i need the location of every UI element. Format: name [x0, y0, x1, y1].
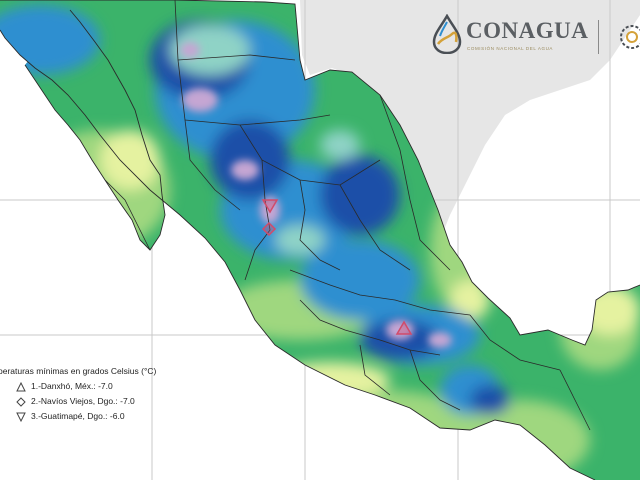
- marker-guatimape: [261, 199, 279, 214]
- state-border: [559, 369, 591, 431]
- state-border: [359, 344, 391, 396]
- united-states-land: [300, 0, 640, 240]
- legend-title: peraturas mínimas en grados Celsius (°C): [0, 366, 157, 376]
- water-drop-icon: [432, 14, 462, 54]
- brand-name: CONAGUA: [466, 18, 589, 43]
- legend-label: 2.-Navíos Viejos, Dgo.: -7.0: [31, 396, 135, 406]
- state-borders: [104, 0, 591, 431]
- state-border: [379, 94, 451, 271]
- very-cold-zone: [180, 42, 200, 58]
- state-border: [184, 114, 331, 126]
- state-border: [177, 54, 296, 61]
- marker-navios-viejos: [261, 221, 277, 237]
- logo-divider: [598, 20, 599, 54]
- state-border: [174, 0, 241, 211]
- legend-item-2: 2.-Navíos Viejos, Dgo.: -7.0: [0, 394, 156, 409]
- very-cold-zone: [182, 88, 218, 112]
- cold-zone: [320, 155, 400, 235]
- very-cold-zone: [231, 160, 259, 180]
- legend-item-1: 1.-Danxhó, Méx.: -7.0: [0, 379, 156, 394]
- state-border: [339, 184, 411, 271]
- conagua-logo: CONAGUA COMISIÓN NACIONAL DEL AGUA: [430, 14, 640, 64]
- legend-label: 1.-Danxhó, Méx.: -7.0: [31, 381, 113, 391]
- state-border: [299, 179, 341, 271]
- government-seal-icon: [620, 25, 640, 49]
- cool-zone: [300, 240, 420, 320]
- legend-label: 3.-Guatimapé, Dgo.: -6.0: [31, 411, 125, 421]
- baja-peninsula-outline: [24, 9, 166, 251]
- state-border: [469, 314, 561, 371]
- diamond-icon: [16, 396, 26, 407]
- state-border: [409, 349, 461, 411]
- triangle-down-icon: [16, 412, 26, 422]
- marker-danxho: [395, 320, 413, 335]
- cold-zone: [470, 385, 510, 415]
- very-cold-zone: [428, 332, 452, 348]
- mild-zone: [170, 25, 250, 75]
- hot-zone: [100, 130, 160, 190]
- cold-zone: [210, 120, 290, 200]
- state-border: [289, 269, 471, 316]
- state-border: [299, 299, 441, 356]
- triangle-up-icon: [16, 381, 26, 391]
- mild-zone: [320, 130, 360, 160]
- legend-item-3: 3.-Guatimapé, Dgo.: -6.0: [0, 409, 156, 424]
- state-border: [104, 179, 151, 251]
- station-markers: [261, 199, 413, 335]
- brand-subtitle: COMISIÓN NACIONAL DEL AGUA: [467, 46, 554, 51]
- map-legend: peraturas mínimas en grados Celsius (°C)…: [0, 364, 156, 424]
- state-border: [244, 159, 271, 281]
